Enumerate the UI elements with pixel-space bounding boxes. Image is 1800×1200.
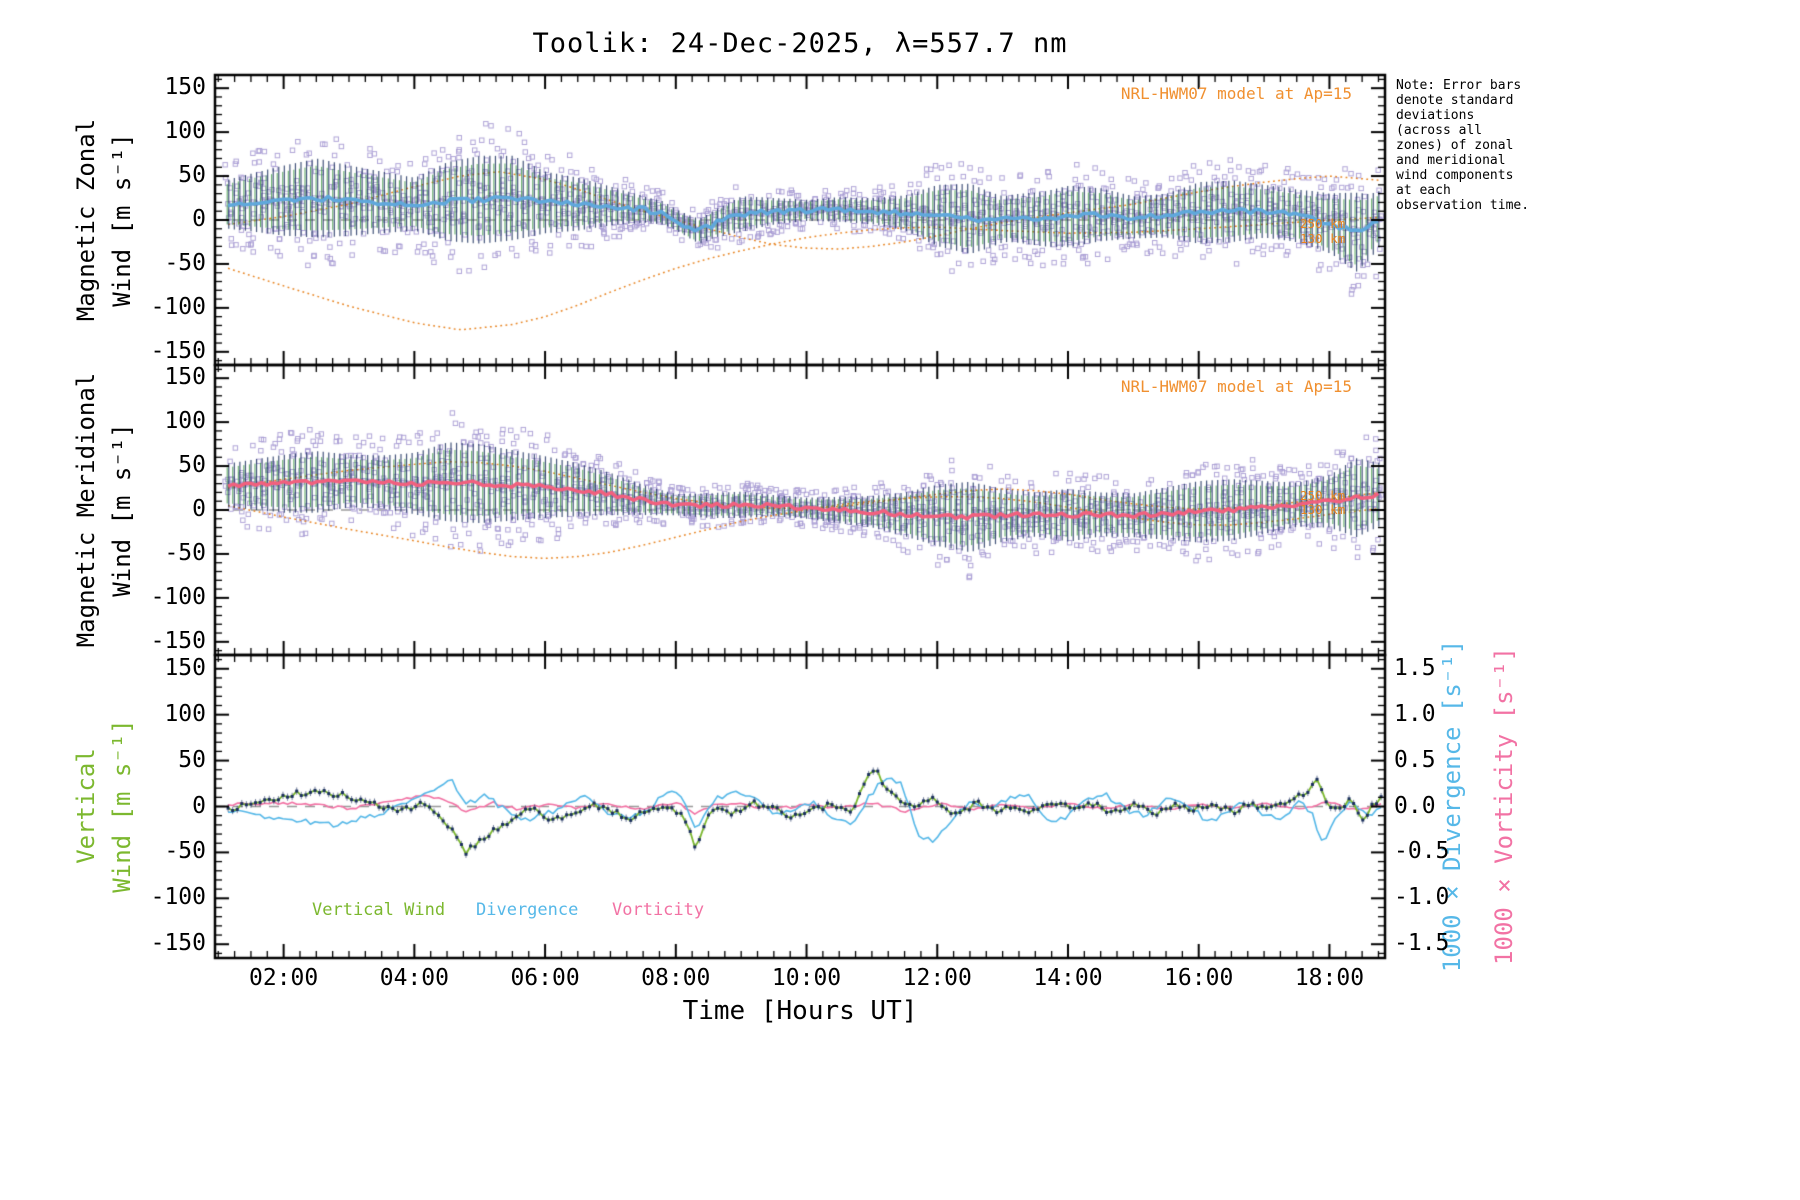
- y-tick-label: -150: [150, 627, 206, 654]
- y-tick-label: 100: [164, 700, 206, 727]
- y-right-tick-label: 1.0: [1394, 700, 1436, 727]
- y-tick-label: 50: [178, 452, 206, 479]
- meridional-alt-label-250km: 250 km: [1300, 488, 1346, 503]
- y-tick-label: -100: [150, 293, 206, 320]
- y-right-tick-label: -1.5: [1394, 930, 1450, 957]
- y-right-tick-label: 0.0: [1394, 792, 1436, 819]
- legend-divergence: Divergence: [476, 900, 579, 920]
- zonal-model-annotation: NRL-HWM07 model at Ap=15: [1120, 84, 1352, 103]
- x-tick-label: 14:00: [1033, 965, 1103, 991]
- zonal-alt-label-130km: 130 km: [1300, 231, 1346, 246]
- y-tick-label: 0: [192, 496, 206, 522]
- y-tick-label: -50: [164, 249, 206, 276]
- zonal-y-label-1: Magnetic Zonal: [72, 118, 100, 322]
- y-tick-label: 150: [164, 654, 206, 681]
- zonal-alt-label-250km: 250 km: [1300, 216, 1346, 231]
- y-right-tick-label: -0.5: [1394, 838, 1450, 865]
- y-tick-label: -100: [150, 884, 206, 911]
- y-tick-label: 0: [192, 792, 206, 819]
- y-tick-label: -150: [150, 337, 206, 364]
- x-tick-label: 10:00: [771, 965, 842, 991]
- y-tick-label: 100: [164, 408, 206, 435]
- y-tick-label: -50: [164, 539, 206, 566]
- x-tick-label: 18:00: [1294, 965, 1365, 991]
- y-tick-label: 50: [178, 746, 206, 773]
- y-tick-label: -150: [150, 930, 206, 957]
- y-right-tick-label: 0.5: [1394, 746, 1436, 773]
- x-tick-label: 08:00: [641, 965, 711, 991]
- y-tick-label: 100: [164, 118, 206, 145]
- legend-vorticity: Vorticity: [612, 900, 705, 920]
- meridional-alt-label-130km: 130 km: [1300, 502, 1346, 517]
- y-tick-label: 150: [164, 74, 206, 101]
- meridional-model-annotation: NRL-HWM07 model at Ap=15: [1120, 377, 1352, 396]
- vorticity-axis-label: 1000 × Vorticity [s⁻¹]: [1490, 647, 1518, 965]
- vertical-y-label-1: Vertical: [72, 748, 100, 864]
- y-tick-label: -50: [164, 838, 206, 865]
- meridional-y-label-1: Magnetic Meridional: [72, 372, 100, 648]
- x-tick-label: 02:00: [249, 965, 319, 991]
- x-tick-label: 12:00: [902, 965, 972, 991]
- x-tick-label: 16:00: [1164, 965, 1234, 991]
- legend-vertical-wind: Vertical Wind: [312, 900, 446, 920]
- note-text: Note: Error bars denote standard deviati…: [1396, 78, 1530, 213]
- y-tick-label: 150: [164, 364, 206, 391]
- y-right-tick-label: 1.5: [1394, 654, 1436, 681]
- page-title: Toolik: 24-Dec-2025, λ=557.7 nm: [532, 28, 1068, 59]
- y-tick-label: 50: [178, 162, 206, 189]
- x-axis-label: Time [Hours UT]: [682, 996, 918, 1026]
- y-right-tick-label: -1.0: [1394, 884, 1450, 911]
- y-tick-label: 0: [192, 206, 206, 232]
- x-tick-label: 06:00: [510, 965, 580, 991]
- y-tick-label: -100: [150, 583, 206, 610]
- x-tick-label: 04:00: [379, 965, 449, 991]
